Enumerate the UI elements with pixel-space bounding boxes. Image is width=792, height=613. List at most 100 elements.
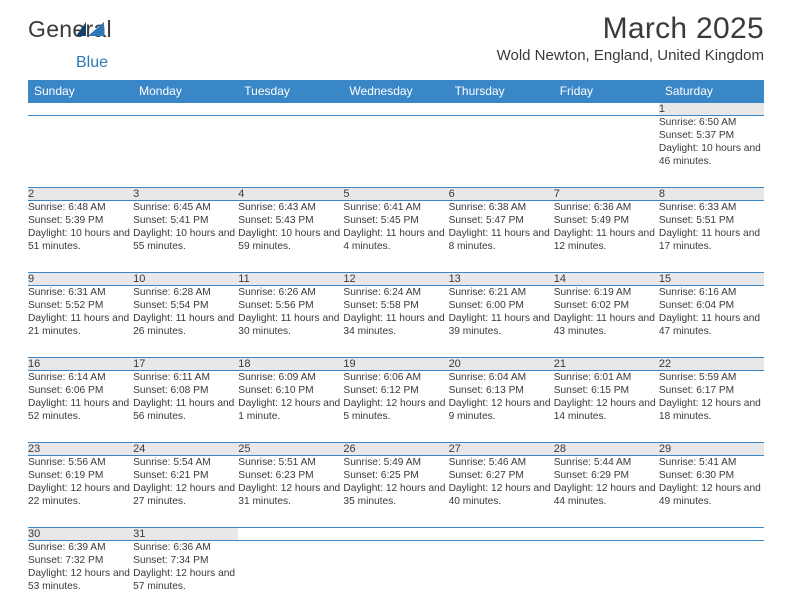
day-number-cell: [343, 528, 448, 541]
day-content-cell: Sunrise: 6:43 AMSunset: 5:43 PMDaylight:…: [238, 201, 343, 273]
sunset-text: Sunset: 6:12 PM: [343, 384, 448, 397]
weekday-header: Sunday: [28, 80, 133, 103]
sunset-text: Sunset: 7:32 PM: [28, 554, 133, 567]
sunrise-text: Sunrise: 6:19 AM: [554, 286, 659, 299]
day-number-cell: 3: [133, 188, 238, 201]
sunrise-text: Sunrise: 6:28 AM: [133, 286, 238, 299]
daylight-text: Daylight: 12 hours and 22 minutes.: [28, 482, 133, 508]
day-number-cell: 26: [343, 443, 448, 456]
day-content-cell: Sunrise: 6:16 AMSunset: 6:04 PMDaylight:…: [659, 286, 764, 358]
day-content-cell: [133, 116, 238, 188]
sunrise-text: Sunrise: 6:31 AM: [28, 286, 133, 299]
day-number-cell: 10: [133, 273, 238, 286]
day-content-cell: Sunrise: 6:36 AMSunset: 5:49 PMDaylight:…: [554, 201, 659, 273]
daylight-text: Daylight: 12 hours and 57 minutes.: [133, 567, 238, 593]
daylight-text: Daylight: 11 hours and 56 minutes.: [133, 397, 238, 423]
sunset-text: Sunset: 6:02 PM: [554, 299, 659, 312]
calendar-table: SundayMondayTuesdayWednesdayThursdayFrid…: [28, 80, 764, 613]
day-number-cell: [238, 528, 343, 541]
day-number-row: 2345678: [28, 188, 764, 201]
sunrise-text: Sunrise: 6:50 AM: [659, 116, 764, 129]
day-number-cell: 12: [343, 273, 448, 286]
day-number-cell: 30: [28, 528, 133, 541]
daylight-text: Daylight: 12 hours and 5 minutes.: [343, 397, 448, 423]
sunset-text: Sunset: 5:39 PM: [28, 214, 133, 227]
weekday-header: Monday: [133, 80, 238, 103]
day-content-row: Sunrise: 5:56 AMSunset: 6:19 PMDaylight:…: [28, 456, 764, 528]
daylight-text: Daylight: 12 hours and 49 minutes.: [659, 482, 764, 508]
day-content-cell: [449, 541, 554, 613]
day-number-cell: 24: [133, 443, 238, 456]
day-content-cell: Sunrise: 5:54 AMSunset: 6:21 PMDaylight:…: [133, 456, 238, 528]
sunrise-text: Sunrise: 5:59 AM: [659, 371, 764, 384]
day-number-cell: [554, 528, 659, 541]
day-content-cell: [659, 541, 764, 613]
sunrise-text: Sunrise: 6:48 AM: [28, 201, 133, 214]
day-content-cell: Sunrise: 5:44 AMSunset: 6:29 PMDaylight:…: [554, 456, 659, 528]
sunset-text: Sunset: 6:10 PM: [238, 384, 343, 397]
daylight-text: Daylight: 12 hours and 18 minutes.: [659, 397, 764, 423]
day-content-row: Sunrise: 6:31 AMSunset: 5:52 PMDaylight:…: [28, 286, 764, 358]
sunset-text: Sunset: 7:34 PM: [133, 554, 238, 567]
daylight-text: Daylight: 11 hours and 12 minutes.: [554, 227, 659, 253]
daylight-text: Daylight: 11 hours and 39 minutes.: [449, 312, 554, 338]
sunset-text: Sunset: 6:08 PM: [133, 384, 238, 397]
day-number-cell: 18: [238, 358, 343, 371]
day-content-cell: [554, 116, 659, 188]
sunrise-text: Sunrise: 5:54 AM: [133, 456, 238, 469]
day-number-cell: 1: [659, 103, 764, 116]
sunset-text: Sunset: 6:19 PM: [28, 469, 133, 482]
sunrise-text: Sunrise: 6:21 AM: [449, 286, 554, 299]
day-number-row: 23242526272829: [28, 443, 764, 456]
weekday-header: Saturday: [659, 80, 764, 103]
day-number-cell: 28: [554, 443, 659, 456]
daylight-text: Daylight: 11 hours and 21 minutes.: [28, 312, 133, 338]
day-content-cell: [238, 116, 343, 188]
day-content-cell: Sunrise: 6:39 AMSunset: 7:32 PMDaylight:…: [28, 541, 133, 613]
daylight-text: Daylight: 11 hours and 30 minutes.: [238, 312, 343, 338]
sunrise-text: Sunrise: 6:06 AM: [343, 371, 448, 384]
weekday-header: Tuesday: [238, 80, 343, 103]
sunset-text: Sunset: 6:27 PM: [449, 469, 554, 482]
day-number-cell: 29: [659, 443, 764, 456]
day-number-cell: 25: [238, 443, 343, 456]
sunrise-text: Sunrise: 6:26 AM: [238, 286, 343, 299]
sunset-text: Sunset: 5:45 PM: [343, 214, 448, 227]
day-content-row: Sunrise: 6:50 AMSunset: 5:37 PMDaylight:…: [28, 116, 764, 188]
day-content-cell: Sunrise: 6:09 AMSunset: 6:10 PMDaylight:…: [238, 371, 343, 443]
daylight-text: Daylight: 11 hours and 34 minutes.: [343, 312, 448, 338]
sunrise-text: Sunrise: 6:11 AM: [133, 371, 238, 384]
title-block: March 2025 Wold Newton, England, United …: [497, 12, 764, 64]
daylight-text: Daylight: 11 hours and 8 minutes.: [449, 227, 554, 253]
day-number-cell: 22: [659, 358, 764, 371]
sunrise-text: Sunrise: 6:36 AM: [554, 201, 659, 214]
sunset-text: Sunset: 6:30 PM: [659, 469, 764, 482]
day-content-cell: Sunrise: 5:46 AMSunset: 6:27 PMDaylight:…: [449, 456, 554, 528]
sunset-text: Sunset: 6:04 PM: [659, 299, 764, 312]
sunrise-text: Sunrise: 5:44 AM: [554, 456, 659, 469]
day-content-cell: Sunrise: 6:21 AMSunset: 6:00 PMDaylight:…: [449, 286, 554, 358]
sunset-text: Sunset: 5:37 PM: [659, 129, 764, 142]
sunset-text: Sunset: 5:51 PM: [659, 214, 764, 227]
day-content-cell: [238, 541, 343, 613]
daylight-text: Daylight: 11 hours and 4 minutes.: [343, 227, 448, 253]
logo-text-blue: Blue: [76, 55, 160, 71]
day-number-cell: 27: [449, 443, 554, 456]
day-number-cell: 16: [28, 358, 133, 371]
sunrise-text: Sunrise: 6:01 AM: [554, 371, 659, 384]
day-number-cell: 31: [133, 528, 238, 541]
logo: General Blue: [28, 18, 112, 74]
day-content-cell: Sunrise: 6:41 AMSunset: 5:45 PMDaylight:…: [343, 201, 448, 273]
day-number-cell: 13: [449, 273, 554, 286]
daylight-text: Daylight: 10 hours and 51 minutes.: [28, 227, 133, 253]
day-content-cell: Sunrise: 6:38 AMSunset: 5:47 PMDaylight:…: [449, 201, 554, 273]
sunrise-text: Sunrise: 5:49 AM: [343, 456, 448, 469]
daylight-text: Daylight: 12 hours and 27 minutes.: [133, 482, 238, 508]
daylight-text: Daylight: 11 hours and 17 minutes.: [659, 227, 764, 253]
day-content-cell: Sunrise: 5:56 AMSunset: 6:19 PMDaylight:…: [28, 456, 133, 528]
day-number-row: 9101112131415: [28, 273, 764, 286]
daylight-text: Daylight: 12 hours and 14 minutes.: [554, 397, 659, 423]
day-number-row: 3031: [28, 528, 764, 541]
sunset-text: Sunset: 5:43 PM: [238, 214, 343, 227]
daylight-text: Daylight: 11 hours and 52 minutes.: [28, 397, 133, 423]
